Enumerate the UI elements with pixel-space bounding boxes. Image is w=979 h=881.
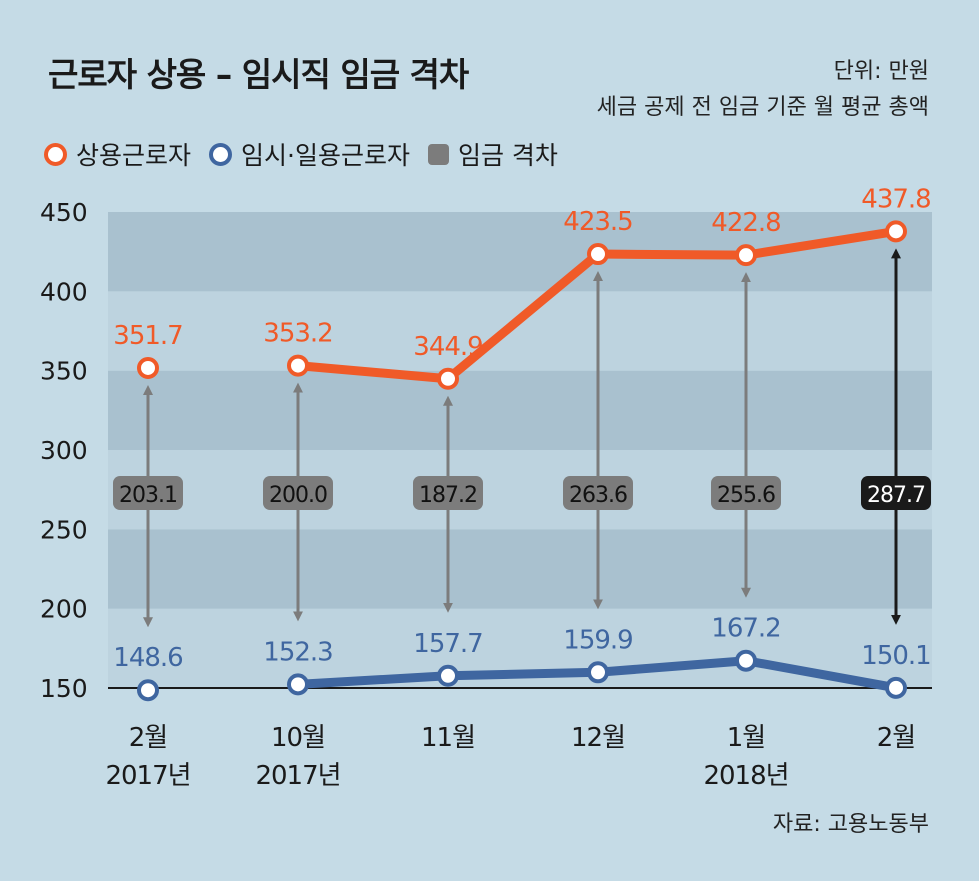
temporary-worker-value-label: 167.2 [711,614,780,644]
gap-value-label: 263.6 [569,483,627,508]
legend-label-gap: 임금 격차 [457,141,558,170]
gray-square-icon [427,143,449,165]
x-tick-label-year: 2017년 [105,761,190,791]
gap-value-label: 255.6 [717,483,775,508]
temporary-worker-value-label: 159.9 [563,625,632,655]
regular-worker-value-label: 353.2 [263,319,332,349]
regular-worker-value-label: 351.7 [113,321,182,351]
gap-value-label: 203.1 [119,483,177,508]
blue-circle-icon [209,142,233,166]
regular-worker-point [885,220,907,243]
gap-value-box [711,476,781,510]
temporary-worker-value-label: 150.1 [861,641,930,671]
x-tick-label-month: 12월 [571,723,625,753]
temporary-worker-value-label: 157.7 [413,629,482,659]
orange-circle-icon [44,142,67,166]
regular-worker-point [587,243,609,266]
y-tick-label: 150 [40,674,88,703]
x-tick-label-year: 2017년 [255,761,340,791]
x-tick-label-year: 2018년 [703,761,788,791]
gap-value-label: 187.2 [419,483,477,508]
grid-band [108,450,932,530]
temporary-worker-point [735,649,757,672]
temporary-worker-point [437,664,459,687]
y-tick-label: 450 [40,198,88,227]
legend-item-temporary: 임시·일용근로자 [209,136,410,172]
unit-label: 단위: 만원 [833,59,929,84]
y-tick-label: 200 [40,595,88,624]
gap-value-label: 200.0 [269,483,327,508]
chart-title: 근로자 상용 – 임시직 임금 격차 [48,55,469,94]
gap-value-box [413,476,483,510]
regular-worker-value-label: 437.8 [861,184,930,214]
x-tick-label-month: 2월 [129,723,167,753]
regular-worker-point [437,367,459,390]
grid-band [108,212,932,292]
temporary-worker-value-label: 152.3 [263,637,332,667]
grid-band [108,370,932,450]
gap-value-label: 287.7 [867,483,925,508]
x-tick-label-month: 1월 [727,723,765,753]
temporary-worker-value-label: 148.6 [113,643,182,673]
regular-worker-point [137,356,159,379]
grid-band [108,291,932,371]
gap-value-box [263,476,333,510]
y-tick-label: 350 [40,357,88,386]
temporary-worker-point [137,679,159,702]
y-tick-label: 400 [40,277,88,306]
unit-note: 단위: 만원 세금 공제 전 임금 기준 월 평균 총액 [597,54,929,126]
gap-value-box [563,476,633,510]
temporary-worker-point [885,676,907,699]
legend: 상용근로자 임시·일용근로자 임금 격차 [44,136,576,172]
regular-worker-value-label: 422.8 [711,208,780,238]
x-tick-label-month: 10월 [271,723,325,753]
temporary-worker-point [587,661,609,684]
gap-value-box [113,476,183,510]
unit-basis-note: 세금 공제 전 임금 기준 월 평균 총액 [596,95,929,120]
source-note: 자료: 고용노동부 [772,812,929,837]
x-tick-label-month: 11월 [421,723,475,753]
regular-worker-point [287,354,309,377]
grid-band [108,529,932,609]
legend-label-temporary: 임시·일용근로자 [241,141,410,170]
gap-value-box [861,476,931,510]
regular-worker-value-label: 423.5 [563,207,632,237]
legend-item-regular: 상용근로자 [44,136,191,172]
y-tick-label: 250 [40,515,88,544]
regular-worker-point [735,244,757,267]
regular-worker-value-label: 344.9 [413,332,482,362]
legend-item-gap: 임금 격차 [427,136,558,172]
x-tick-label-month: 2월 [877,723,915,753]
temporary-worker-point [287,673,309,696]
legend-label-regular: 상용근로자 [76,141,192,170]
y-tick-label: 300 [40,436,88,465]
